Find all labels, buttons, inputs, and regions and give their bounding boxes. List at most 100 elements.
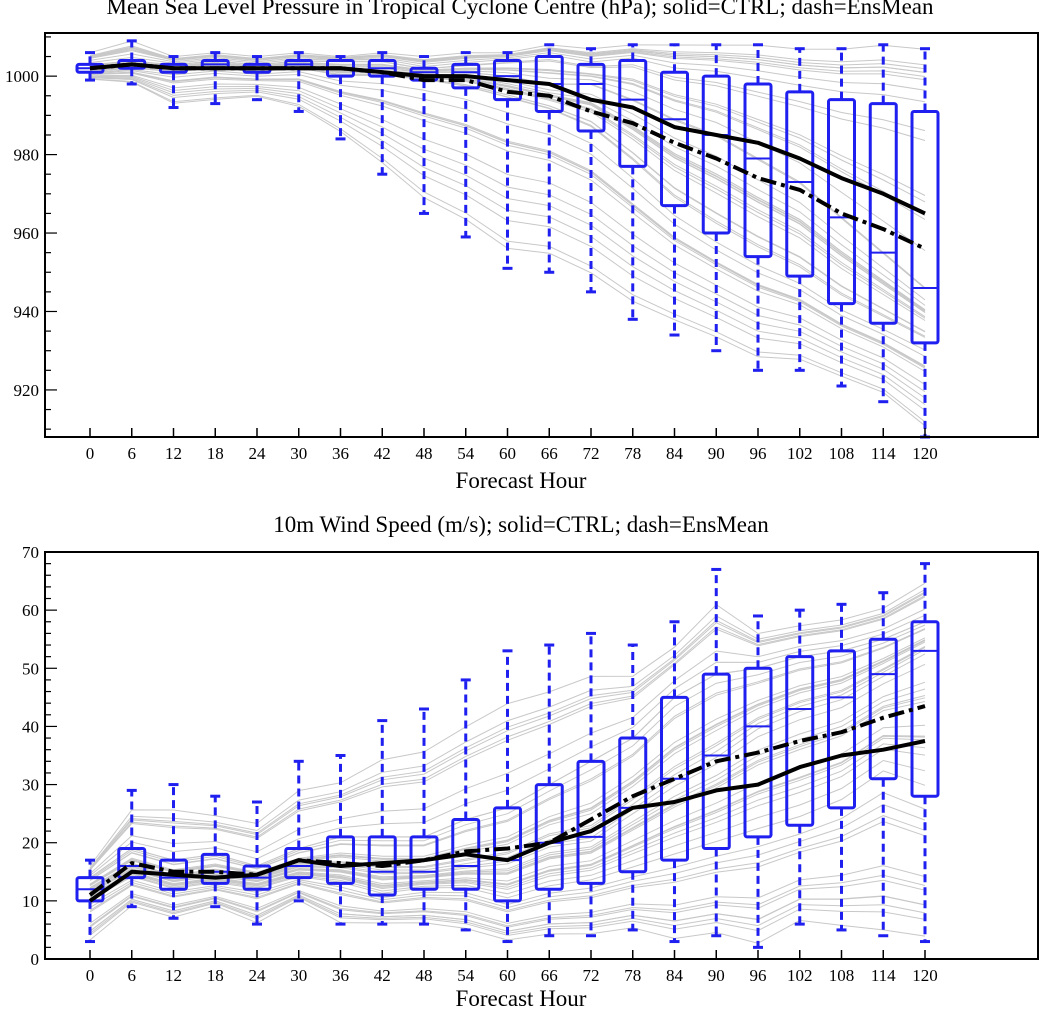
wind-x-axis-label: Forecast Hour	[456, 986, 587, 1011]
wind-x-tick-label: 72	[583, 966, 600, 985]
pressure-x-tick-label: 108	[829, 444, 855, 463]
wind-member-trace	[89, 589, 926, 869]
iqr-box	[117, 847, 147, 880]
pressure-x-tick-label: 24	[249, 444, 267, 463]
pressure-member-trace	[89, 78, 926, 423]
wind-y-tick-label: 70	[22, 543, 39, 562]
wind-y-tick-label: 30	[22, 776, 39, 795]
wind-member-trace	[89, 820, 926, 913]
wind-x-tick-label: 6	[128, 966, 137, 985]
pressure-member-trace	[89, 75, 926, 393]
pressure-boxes	[75, 39, 940, 439]
wind-x-tick-label: 36	[332, 966, 349, 985]
wind-x-tick-label: 0	[86, 966, 95, 985]
pressure-box-78	[618, 43, 648, 321]
pressure-x-tick-label: 18	[207, 444, 224, 463]
iqr-box	[785, 655, 815, 827]
iqr-box	[660, 70, 689, 208]
wind-member-trace	[89, 874, 926, 927]
iqr-box	[326, 835, 355, 885]
wind-chart-panel: 10m Wind Speed (m/s); solid=CTRL; dash=E…	[22, 512, 1039, 1011]
wind-x-tick-label: 12	[165, 966, 182, 985]
pressure-box-102	[785, 47, 815, 372]
iqr-box	[701, 672, 731, 851]
wind-member-trace	[89, 608, 926, 875]
iqr-box	[701, 74, 731, 235]
wind-member-trace	[89, 865, 926, 924]
wind-x-tick-label: 108	[829, 966, 855, 985]
iqr-box	[743, 666, 773, 839]
pressure-x-tick-label: 66	[541, 444, 558, 463]
wind-axes: 0 6 12 18 24 30 36 42 48 54 60 66 72 78 84 90 96 102 108 11…	[22, 543, 1039, 985]
pressure-chart-panel: Mean Sea Level Pressure in Tropical Cycl…	[5, 0, 1039, 493]
pressure-x-tick-label: 36	[332, 444, 349, 463]
pressure-x-tick-label: 0	[86, 444, 95, 463]
wind-x-tick-label: 90	[708, 966, 725, 985]
wind-box-30	[284, 759, 314, 903]
pressure-x-tick-label: 102	[787, 444, 813, 463]
iqr-box	[576, 62, 606, 133]
pressure-x-tick-label: 72	[583, 444, 600, 463]
wind-box-120	[910, 562, 940, 944]
pressure-x-axis-label: Forecast Hour	[456, 468, 587, 493]
wind-ctrl-line	[88, 739, 926, 903]
pressure-y-tick-label: 960	[14, 224, 40, 243]
wind-x-tick-label: 114	[871, 966, 896, 985]
pressure-x-tick-label: 12	[165, 444, 182, 463]
pressure-y-tick-label: 1000	[5, 67, 39, 86]
iqr-box	[200, 852, 230, 885]
pressure-box-60	[493, 51, 522, 270]
wind-x-tick-label: 84	[666, 966, 684, 985]
wind-plot-frame	[44, 551, 1039, 960]
wind-member-trace	[89, 896, 926, 936]
iqr-box	[785, 90, 815, 278]
wind-x-tick-label: 30	[290, 966, 307, 985]
pressure-x-tick-label: 30	[290, 444, 307, 463]
wind-chart-title: 10m Wind Speed (m/s); solid=CTRL; dash=E…	[273, 512, 769, 537]
pressure-member-trace	[89, 68, 926, 351]
pressure-x-tick-label: 54	[457, 444, 475, 463]
pressure-box-114	[868, 43, 898, 404]
pressure-x-tick-label: 90	[708, 444, 725, 463]
wind-x-tick-label: 54	[457, 966, 475, 985]
wind-y-tick-label: 10	[22, 892, 39, 911]
pressure-plot-frame	[44, 32, 1039, 438]
pressure-ensmean-line	[89, 62, 926, 251]
wind-box-42	[367, 719, 397, 926]
pressure-x-tick-label: 6	[128, 444, 137, 463]
wind-ensmean-line	[88, 704, 926, 897]
wind-x-tick-label: 18	[207, 966, 224, 985]
wind-y-tick-label: 20	[22, 834, 39, 853]
pressure-member-trace	[89, 72, 926, 372]
wind-y-tick-label: 60	[22, 601, 39, 620]
wind-box-84	[660, 620, 689, 944]
wind-y-tick-label: 40	[22, 717, 39, 736]
wind-member-trace	[89, 592, 926, 870]
wind-x-tick-label: 60	[499, 966, 516, 985]
iqr-box	[868, 102, 898, 325]
wind-x-tick-label: 102	[787, 966, 813, 985]
pressure-x-tick-label: 84	[666, 444, 684, 463]
wind-x-tick-label: 96	[750, 966, 767, 985]
wind-series-lines	[88, 704, 926, 903]
pressure-y-tick-label: 940	[14, 302, 40, 321]
pressure-x-tick-label: 42	[374, 444, 391, 463]
pressure-ctrl-line	[89, 62, 926, 216]
wind-member-trace	[89, 815, 926, 911]
wind-x-tick-label: 66	[541, 966, 558, 985]
wind-box-114	[868, 591, 898, 938]
wind-x-tick-label: 48	[416, 966, 433, 985]
iqr-box	[868, 637, 898, 781]
iqr-box	[910, 109, 940, 345]
pressure-member-trace	[89, 74, 926, 386]
pressure-y-tick-label: 980	[14, 146, 40, 165]
pressure-x-tick-label: 48	[416, 444, 433, 463]
pressure-x-tick-label: 114	[871, 444, 896, 463]
iqr-box	[827, 98, 856, 306]
pressure-x-tick-label: 78	[624, 444, 641, 463]
pressure-member-trace	[89, 70, 926, 357]
pressure-x-tick-label: 96	[750, 444, 767, 463]
wind-box-72	[576, 631, 606, 938]
pressure-axes: 0 6 12 18 24 30 36 42 48 54 60 66 72 78 84 90 96 102 108 11…	[5, 32, 1039, 463]
